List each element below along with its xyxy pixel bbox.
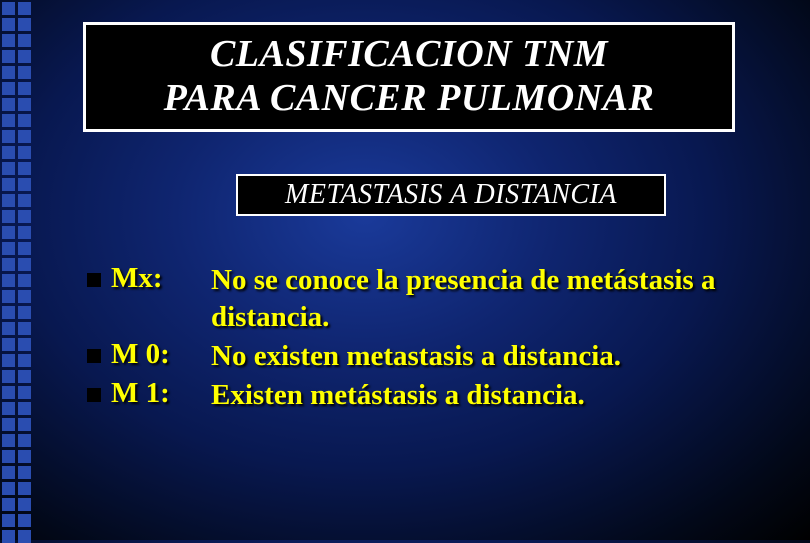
- item-label: M 1:: [111, 377, 211, 410]
- content-list: Mx: No se conoce la presencia de metásta…: [87, 262, 767, 416]
- item-description: No existen metastasis a distancia.: [211, 338, 767, 375]
- list-item: M 0: No existen metastasis a distancia.: [87, 338, 767, 375]
- subtitle-text: METASTASIS A DISTANCIA: [285, 179, 617, 211]
- list-item: M 1: Existen metástasis a distancia.: [87, 377, 767, 414]
- bullet-icon: [87, 388, 101, 402]
- item-description: Existen metástasis a distancia.: [211, 377, 767, 414]
- bullet-icon: [87, 273, 101, 287]
- item-description: No se conoce la presencia de metástasis …: [211, 262, 767, 336]
- title-line-2: PARA CANCER PULMONAR: [164, 77, 655, 121]
- bullet-icon: [87, 349, 101, 363]
- title-line-1: CLASIFICACION TNM: [210, 33, 608, 77]
- item-label: M 0:: [111, 338, 211, 371]
- subtitle-box: METASTASIS A DISTANCIA: [236, 174, 666, 216]
- decorative-side-dots: [0, 0, 34, 540]
- item-label: Mx:: [111, 262, 211, 295]
- list-item: Mx: No se conoce la presencia de metásta…: [87, 262, 767, 336]
- title-box: CLASIFICACION TNM PARA CANCER PULMONAR: [83, 22, 735, 132]
